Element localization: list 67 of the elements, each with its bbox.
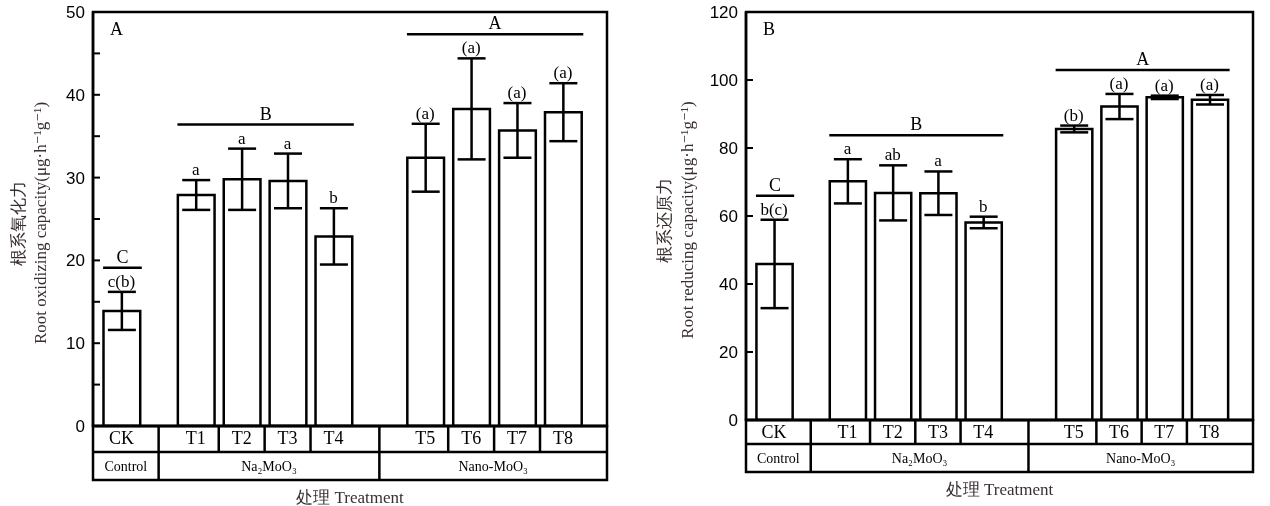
data-label: a <box>237 128 246 148</box>
y-tick-label: 20 <box>719 343 738 363</box>
data-label: a <box>283 133 292 153</box>
y-tick-label: 40 <box>66 85 85 105</box>
x-tick-label: T5 <box>1063 421 1084 442</box>
data-label: a <box>192 160 201 180</box>
x-tick-label: T1 <box>185 427 206 448</box>
x-tick-label: T6 <box>1109 421 1130 442</box>
y-axis-title: 根系还原力 Root reducing capacity(μg·h⁻¹g⁻¹) <box>654 101 697 339</box>
x-tick-label: T1 <box>837 421 858 442</box>
text: Nano-MoO₃ <box>458 459 529 474</box>
data-label: (a) <box>1109 73 1129 93</box>
data-label: b <box>978 196 988 216</box>
x-tick-label: CK <box>108 427 134 448</box>
data-label: ab <box>884 145 901 165</box>
data-label: c(b) <box>107 271 136 291</box>
annotation: A <box>488 13 502 34</box>
text: Nano-MoO₃ <box>1106 451 1176 466</box>
y-tick-label: 50 <box>66 3 85 23</box>
x-tick-label: T3 <box>927 421 948 442</box>
x-tick-label: T7 <box>1154 421 1175 442</box>
x-tick-label: CK <box>761 421 787 442</box>
y-tick-label: 20 <box>66 251 85 271</box>
x-tick-label: T4 <box>323 427 344 448</box>
data-label: (a) <box>1154 75 1174 95</box>
y-tick-label: 60 <box>719 207 738 227</box>
x-tick-label: T5 <box>415 427 436 448</box>
chart-title: B <box>763 19 776 39</box>
x-tick-label: T3 <box>277 427 298 448</box>
x-tick-label: T8 <box>552 427 573 448</box>
data-label: b(c) <box>760 199 788 219</box>
text: Control <box>756 451 800 466</box>
x-tick-label: T6 <box>461 427 482 448</box>
data-label: (a) <box>507 83 527 103</box>
data-label: (a) <box>553 63 573 83</box>
y-tick-label: 0 <box>75 417 85 437</box>
y-axis-title: 根系氧化力 Root oxidizing capacity(μg·h⁻¹g⁻¹) <box>8 101 50 345</box>
x-tick-label: T7 <box>507 427 528 448</box>
data-label: (a) <box>415 103 435 123</box>
y-tick-label: 0 <box>728 411 738 431</box>
y-tick-label: 10 <box>66 334 85 354</box>
annotation: C <box>769 174 782 195</box>
data-label: (a) <box>1200 74 1219 94</box>
chart-title: A <box>110 19 123 39</box>
x-tick-label: T2 <box>882 421 903 442</box>
x-axis-title: 处理 Treatment <box>945 480 1054 499</box>
annotation: B <box>910 114 923 135</box>
text: Na₂MoO₃ <box>891 451 948 466</box>
annotation: B <box>259 103 272 124</box>
y-tick-label: 40 <box>719 275 738 295</box>
annotation: C <box>116 246 129 267</box>
text: Na₂MoO₃ <box>241 459 297 474</box>
y-tick-label: 30 <box>66 168 85 188</box>
y-tick-label: 100 <box>709 71 738 91</box>
y-tick-label: 80 <box>719 139 738 159</box>
annotation: A <box>1136 48 1150 69</box>
data-label: a <box>843 139 852 159</box>
x-tick-label: T4 <box>973 421 994 442</box>
y-tick-label: 120 <box>709 3 738 23</box>
data-label: (b) <box>1063 105 1084 125</box>
x-axis-title: 处理 Treatment <box>296 488 405 506</box>
data-label: a <box>934 151 943 171</box>
x-tick-label: T2 <box>231 427 252 448</box>
text: Control <box>104 459 148 474</box>
x-tick-label: T8 <box>1199 421 1220 442</box>
data-label: (a) <box>461 38 481 58</box>
data-label: b <box>329 188 338 208</box>
